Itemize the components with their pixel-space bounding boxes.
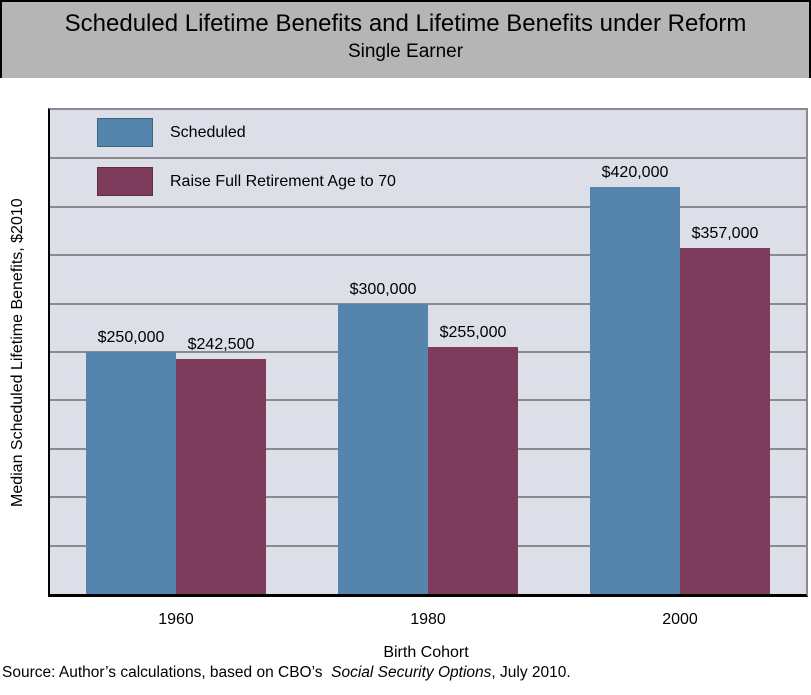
legend-label-scheduled: Scheduled — [170, 123, 246, 141]
source-italic-title: Social Security Options — [331, 664, 492, 681]
legend-swatch-scheduled — [97, 118, 153, 147]
bar-1960-reform — [176, 359, 266, 594]
x-tick-label-2000: 2000 — [662, 611, 698, 628]
bar-value-label-2000-reform: $357,000 — [691, 225, 759, 243]
bar-value-label-1980-scheduled: $300,000 — [349, 280, 417, 298]
legend-item-scheduled: Scheduled — [97, 118, 396, 147]
source-prefix: Source: Author’s calculations, based on … — [2, 664, 332, 681]
bar-value-label-1960-reform: $242,500 — [187, 336, 255, 354]
source-suffix: , July 2010. — [491, 664, 571, 681]
bar-1960-scheduled — [86, 352, 176, 594]
legend-swatch-reform — [97, 167, 153, 196]
legend-label-reform: Raise Full Retirement Age to 70 — [170, 172, 396, 190]
title-band: Scheduled Lifetime Benefits and Lifetime… — [0, 0, 811, 78]
bar-1980-scheduled — [338, 303, 428, 594]
bar-value-label-1980-reform: $255,000 — [439, 324, 507, 342]
chart-title: Scheduled Lifetime Benefits and Lifetime… — [64, 10, 747, 37]
bar-value-label-1960-scheduled: $250,000 — [97, 329, 165, 346]
legend-item-reform: Raise Full Retirement Age to 70 — [97, 167, 396, 196]
gridline-450000 — [50, 157, 806, 160]
bar-2000-reform — [680, 248, 770, 594]
bar-2000-scheduled — [590, 187, 680, 594]
bar-value-label-2000-scheduled: $420,000 — [601, 164, 669, 182]
x-tick-label-1980: 1980 — [410, 611, 446, 628]
source-note: Source: Author’s calculations, based on … — [2, 664, 571, 682]
x-tick-label-1960: 1960 — [158, 611, 194, 628]
legend: Scheduled Raise Full Retirement Age to 7… — [97, 118, 396, 216]
x-axis-title: Birth Cohort — [383, 644, 469, 661]
gridline-400000 — [50, 205, 806, 208]
plot-area: Scheduled Raise Full Retirement Age to 7… — [48, 108, 808, 597]
chart-subtitle: Single Earner — [347, 41, 464, 62]
gridline-300000 — [50, 302, 806, 305]
y-axis-title: Median Scheduled Lifetime Benefits, $201… — [9, 198, 26, 507]
gridline-350000 — [50, 254, 806, 257]
bar-1980-reform — [428, 347, 518, 594]
